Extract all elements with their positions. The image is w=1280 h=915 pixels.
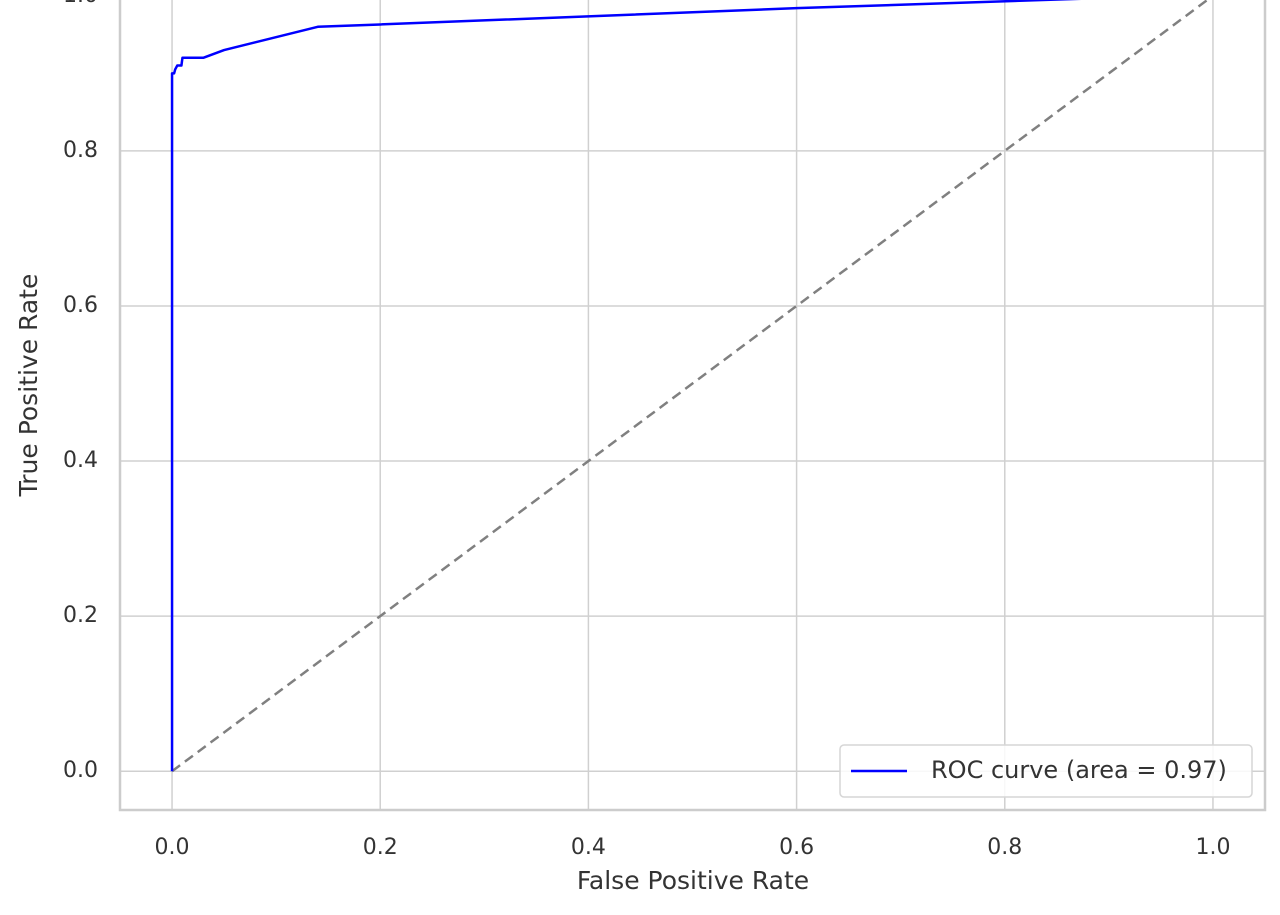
y-tick-label: 0.4 [63, 448, 98, 473]
y-tick-label: 0.0 [63, 758, 98, 783]
x-tick-label: 0.6 [779, 835, 814, 860]
x-tick-label: 0.8 [987, 835, 1022, 860]
reference-line [171, 0, 1210, 773]
x-tick-label: 0.4 [571, 835, 606, 860]
legend-label: ROC curve (area = 0.97) [931, 756, 1227, 784]
x-tick-label: 0.0 [155, 835, 190, 860]
y-axis-label: True Positive Rate [14, 274, 43, 498]
x-tick-label: 1.0 [1195, 835, 1230, 860]
roc-line [170, 0, 1082, 772]
y-tick-label: 0.6 [63, 293, 98, 318]
plot-frame [118, 0, 1267, 812]
legend-box [839, 744, 1253, 798]
grid [120, 0, 1265, 810]
legend: ROC curve (area = 0.97) [839, 744, 1253, 798]
x-axis-label: False Positive Rate [577, 866, 809, 895]
y-tick-label: 0.2 [63, 603, 98, 628]
x-tick-label: 0.2 [363, 835, 398, 860]
y-tick-label: 0.8 [63, 138, 98, 163]
y-tick-label: 1.0 [63, 0, 98, 8]
